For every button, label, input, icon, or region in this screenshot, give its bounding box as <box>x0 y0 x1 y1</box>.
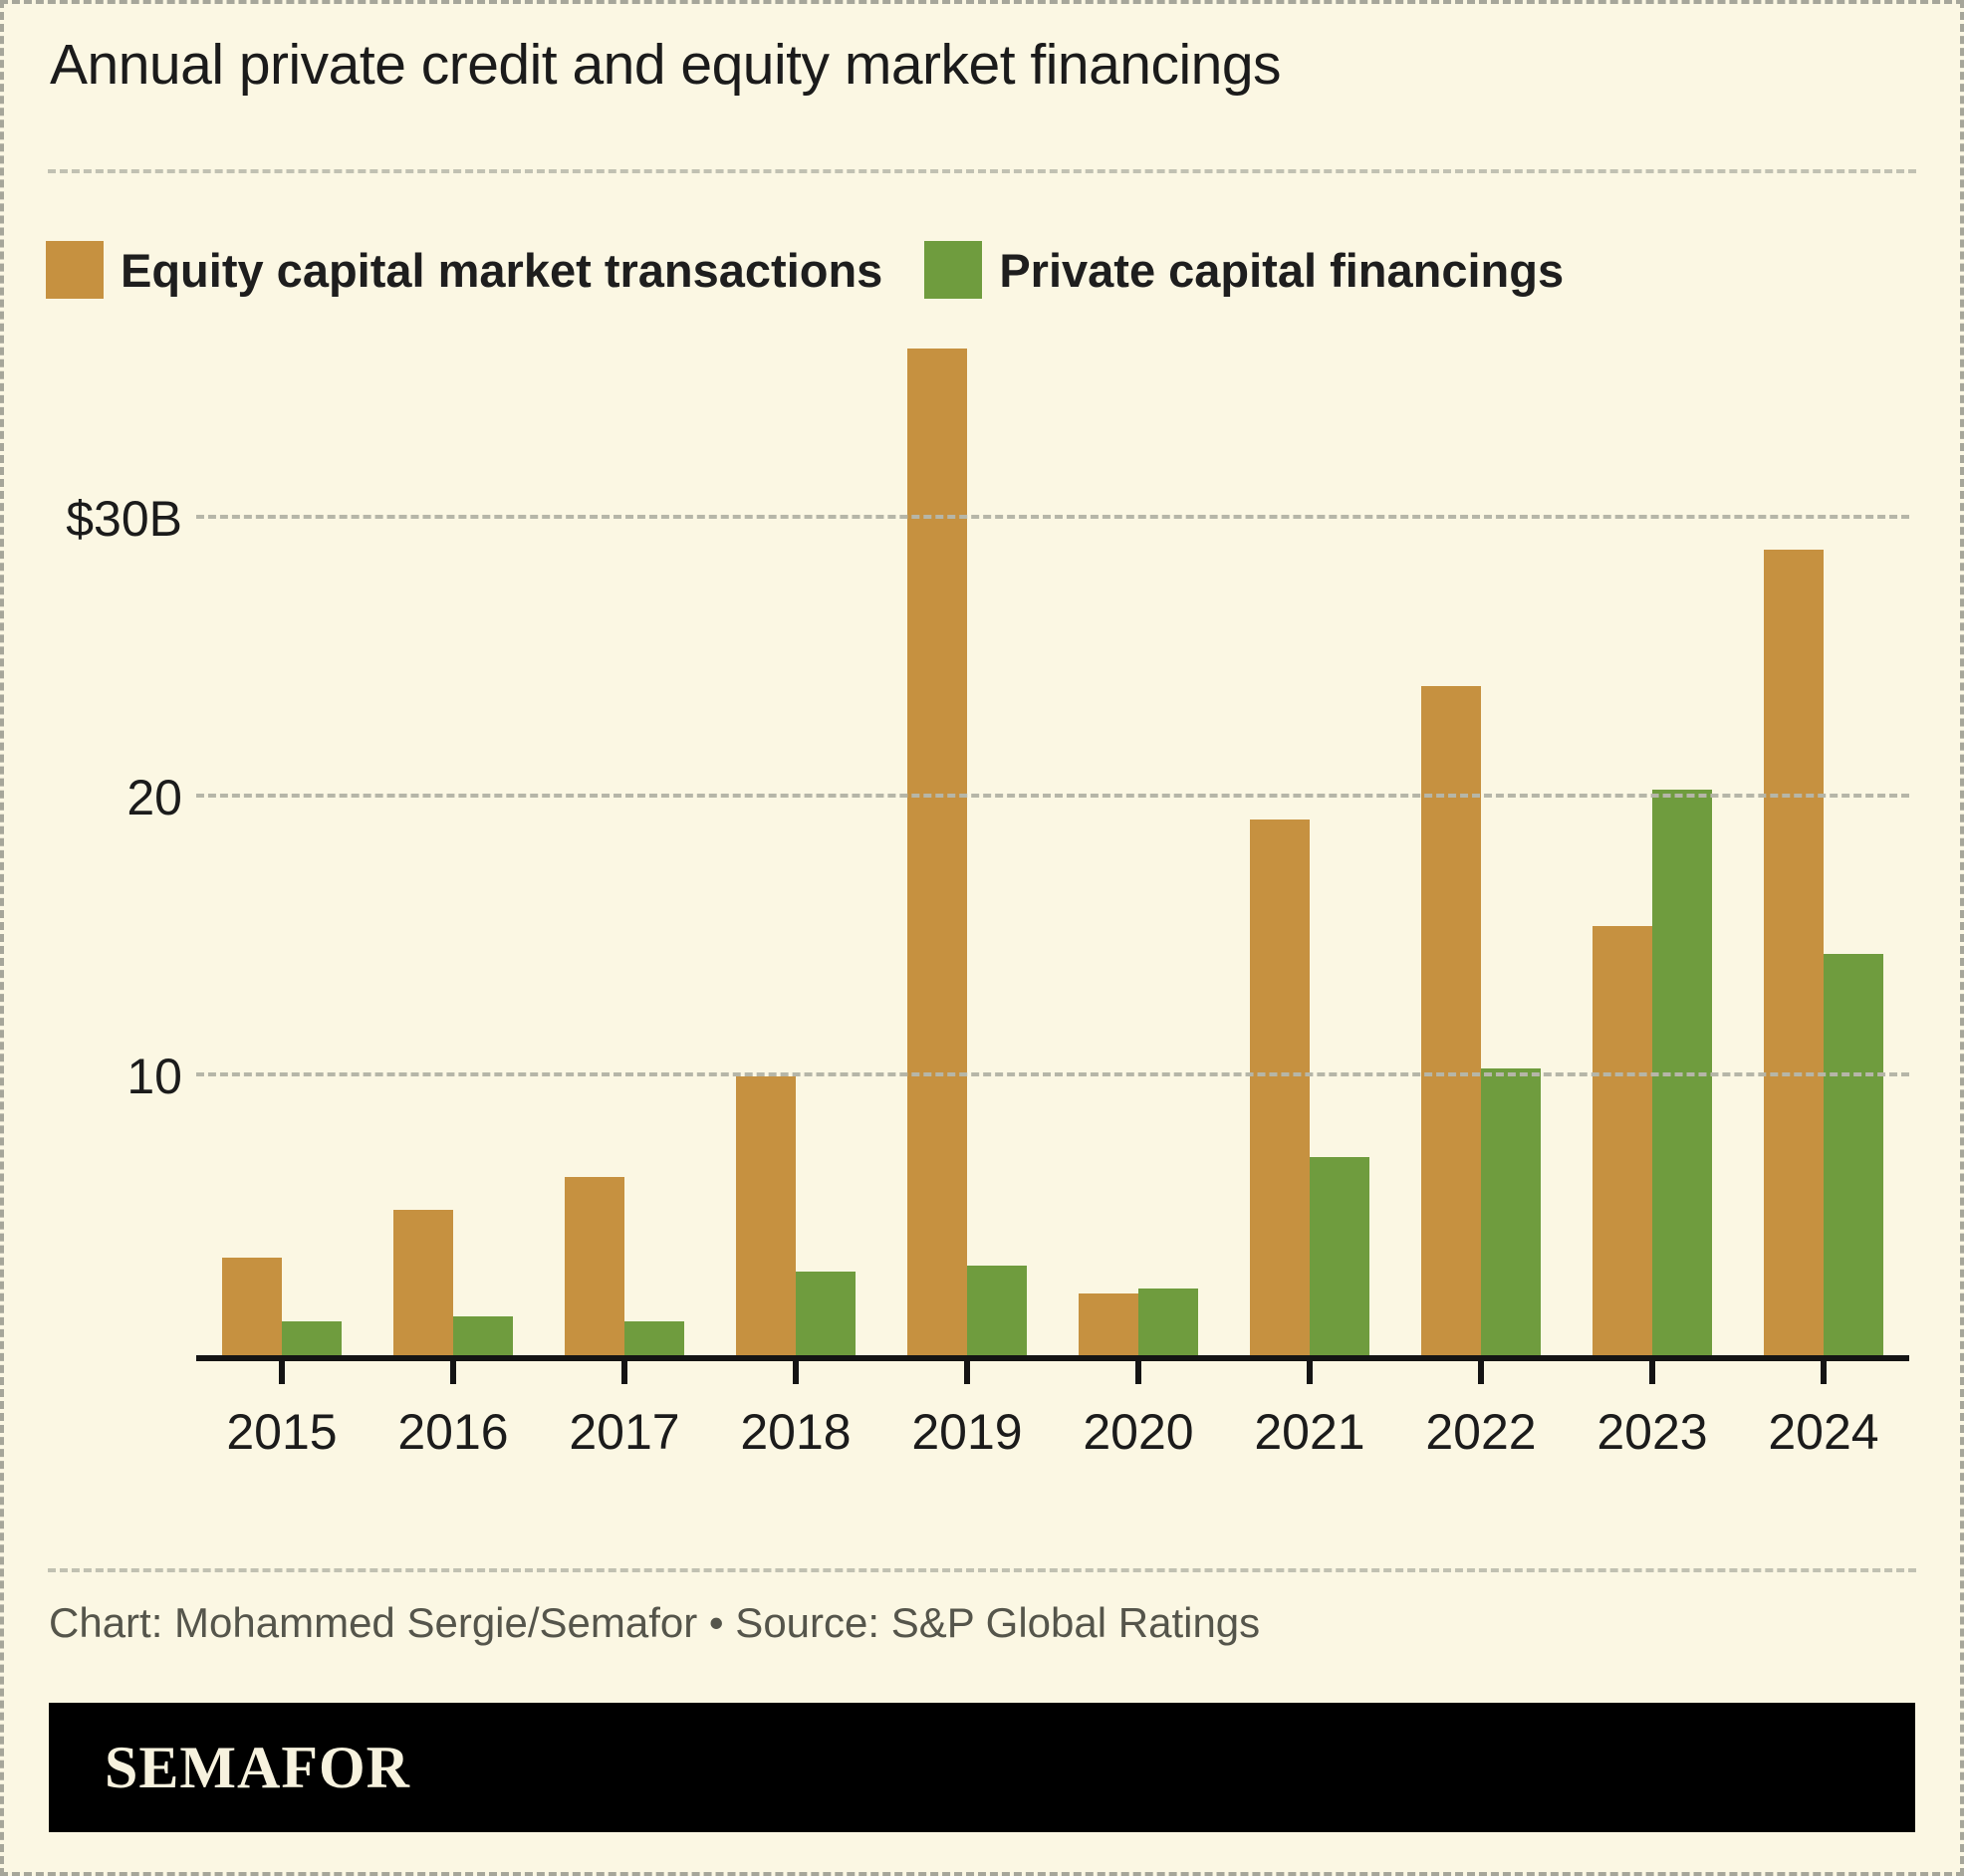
x-axis-label-2017: 2017 <box>569 1404 680 1460</box>
x-axis-tick-2020 <box>1135 1361 1141 1384</box>
bar-private-2018 <box>796 1272 856 1355</box>
year-group-2015: 2015 <box>196 340 368 1457</box>
y-axis-tick-label-30: $30B <box>66 491 182 547</box>
legend-item-private: Private capital financings <box>924 241 1564 299</box>
separator-top <box>48 169 1916 173</box>
gridline-20 <box>196 794 1909 798</box>
x-axis-label-2020: 2020 <box>1083 1404 1194 1460</box>
bar-equity-2023 <box>1593 925 1652 1355</box>
gridline-10 <box>196 1072 1909 1076</box>
x-axis-tick-2016 <box>450 1361 456 1384</box>
y-axis-tick-label-10: 10 <box>126 1049 182 1104</box>
semafor-logo: SEMAFOR <box>105 1734 410 1800</box>
y-axis-tick-label-20: 20 <box>126 770 182 825</box>
x-axis-label-2015: 2015 <box>226 1404 338 1460</box>
bar-private-2023 <box>1652 789 1712 1355</box>
year-group-2016: 2016 <box>368 340 539 1457</box>
bar-equity-2024 <box>1764 549 1824 1355</box>
x-axis-tick-2021 <box>1307 1361 1313 1384</box>
separator-bottom <box>48 1568 1916 1572</box>
x-axis-tick-2024 <box>1821 1361 1827 1384</box>
x-axis-tick-2017 <box>621 1361 627 1384</box>
year-group-2019: 2019 <box>881 340 1053 1457</box>
x-axis-label-2016: 2016 <box>397 1404 509 1460</box>
bar-equity-2018 <box>736 1076 796 1355</box>
x-axis-label-2018: 2018 <box>740 1404 852 1460</box>
x-axis-line <box>196 1355 1909 1361</box>
semafor-logo-bar: SEMAFOR <box>49 1703 1915 1832</box>
bar-equity-2019 <box>907 349 967 1355</box>
x-axis-label-2023: 2023 <box>1596 1404 1708 1460</box>
legend: Equity capital market transactions Privat… <box>46 241 1564 299</box>
x-axis-tick-2022 <box>1478 1361 1484 1384</box>
bar-equity-2015 <box>222 1258 282 1355</box>
bar-equity-2022 <box>1421 686 1481 1355</box>
bar-equity-2021 <box>1250 820 1310 1355</box>
x-axis-label-2021: 2021 <box>1254 1404 1365 1460</box>
chart-credit: Chart: Mohammed Sergie/Semafor • Source:… <box>49 1599 1261 1646</box>
year-group-2022: 2022 <box>1395 340 1567 1457</box>
x-axis-tick-2023 <box>1649 1361 1655 1384</box>
x-axis-tick-2018 <box>793 1361 799 1384</box>
legend-label: Equity capital market transactions <box>121 243 883 297</box>
year-group-2020: 2020 <box>1053 340 1224 1457</box>
bar-private-2021 <box>1310 1157 1369 1355</box>
bar-equity-2017 <box>565 1176 624 1355</box>
x-axis-label-2019: 2019 <box>911 1404 1023 1460</box>
bar-groups-row: 2015 2016 2017 2018 2019 2020 2021 2022 2023 2024 <box>196 340 1909 1457</box>
bar-private-2022 <box>1481 1067 1541 1355</box>
bar-private-2017 <box>624 1321 684 1355</box>
year-group-2017: 2017 <box>539 340 710 1457</box>
year-group-2018: 2018 <box>710 340 881 1457</box>
gridline-30 <box>196 515 1909 519</box>
bar-private-2015 <box>282 1321 342 1355</box>
x-axis-tick-2019 <box>964 1361 970 1384</box>
bar-chart-plot-area: 2015 2016 2017 2018 2019 2020 2021 2022 2023 2024… <box>66 340 1909 1457</box>
legend-swatch-icon <box>46 241 104 299</box>
x-axis-tick-2015 <box>279 1361 285 1384</box>
bar-private-2024 <box>1824 953 1883 1355</box>
x-axis-label-2024: 2024 <box>1768 1404 1879 1460</box>
bar-private-2016 <box>453 1315 513 1355</box>
year-group-2024: 2024 <box>1738 340 1909 1457</box>
year-group-2021: 2021 <box>1224 340 1395 1457</box>
year-group-2023: 2023 <box>1567 340 1738 1457</box>
legend-label: Private capital financings <box>999 243 1565 297</box>
chart-title: Annual private credit and equity market … <box>50 33 1282 97</box>
legend-item-equity: Equity capital market transactions <box>46 241 882 299</box>
x-axis-label-2022: 2022 <box>1425 1404 1537 1460</box>
bar-private-2019 <box>967 1266 1027 1355</box>
bar-private-2020 <box>1138 1288 1198 1355</box>
bar-equity-2016 <box>393 1210 453 1355</box>
legend-swatch-icon <box>924 241 983 299</box>
bar-equity-2020 <box>1079 1293 1138 1355</box>
